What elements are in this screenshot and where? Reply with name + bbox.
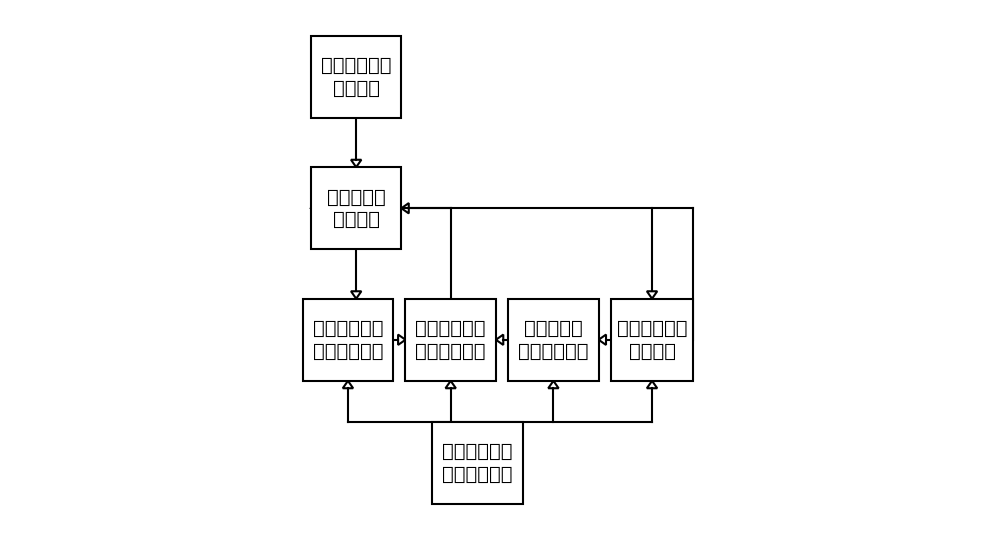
Text: 信息采集终端: 信息采集终端 bbox=[313, 319, 383, 338]
Text: 主系统模块: 主系统模块 bbox=[524, 319, 583, 338]
Text: 远程调度控制: 远程调度控制 bbox=[313, 341, 383, 361]
Text: 实时监测终端: 实时监测终端 bbox=[321, 56, 391, 75]
Bar bbox=[311, 167, 401, 249]
Bar bbox=[611, 299, 693, 381]
Text: 控制监测终端: 控制监测终端 bbox=[617, 319, 687, 338]
Text: 污水水体: 污水水体 bbox=[333, 78, 380, 98]
Text: 远程调度控制: 远程调度控制 bbox=[442, 465, 513, 484]
Bar bbox=[303, 299, 393, 381]
Text: 远程调度控制: 远程调度控制 bbox=[518, 341, 589, 361]
Bar bbox=[508, 299, 599, 381]
Bar bbox=[311, 36, 401, 118]
Text: 远程调度控制: 远程调度控制 bbox=[415, 341, 486, 361]
Bar bbox=[432, 422, 523, 504]
Text: 远程调度: 远程调度 bbox=[629, 341, 676, 361]
Text: 网络通讯模块: 网络通讯模块 bbox=[415, 319, 486, 338]
Text: 主系统模块: 主系统模块 bbox=[327, 187, 386, 207]
Bar bbox=[405, 299, 496, 381]
Text: 供应电源模块: 供应电源模块 bbox=[442, 442, 513, 461]
Text: 污水处理: 污水处理 bbox=[333, 210, 380, 229]
